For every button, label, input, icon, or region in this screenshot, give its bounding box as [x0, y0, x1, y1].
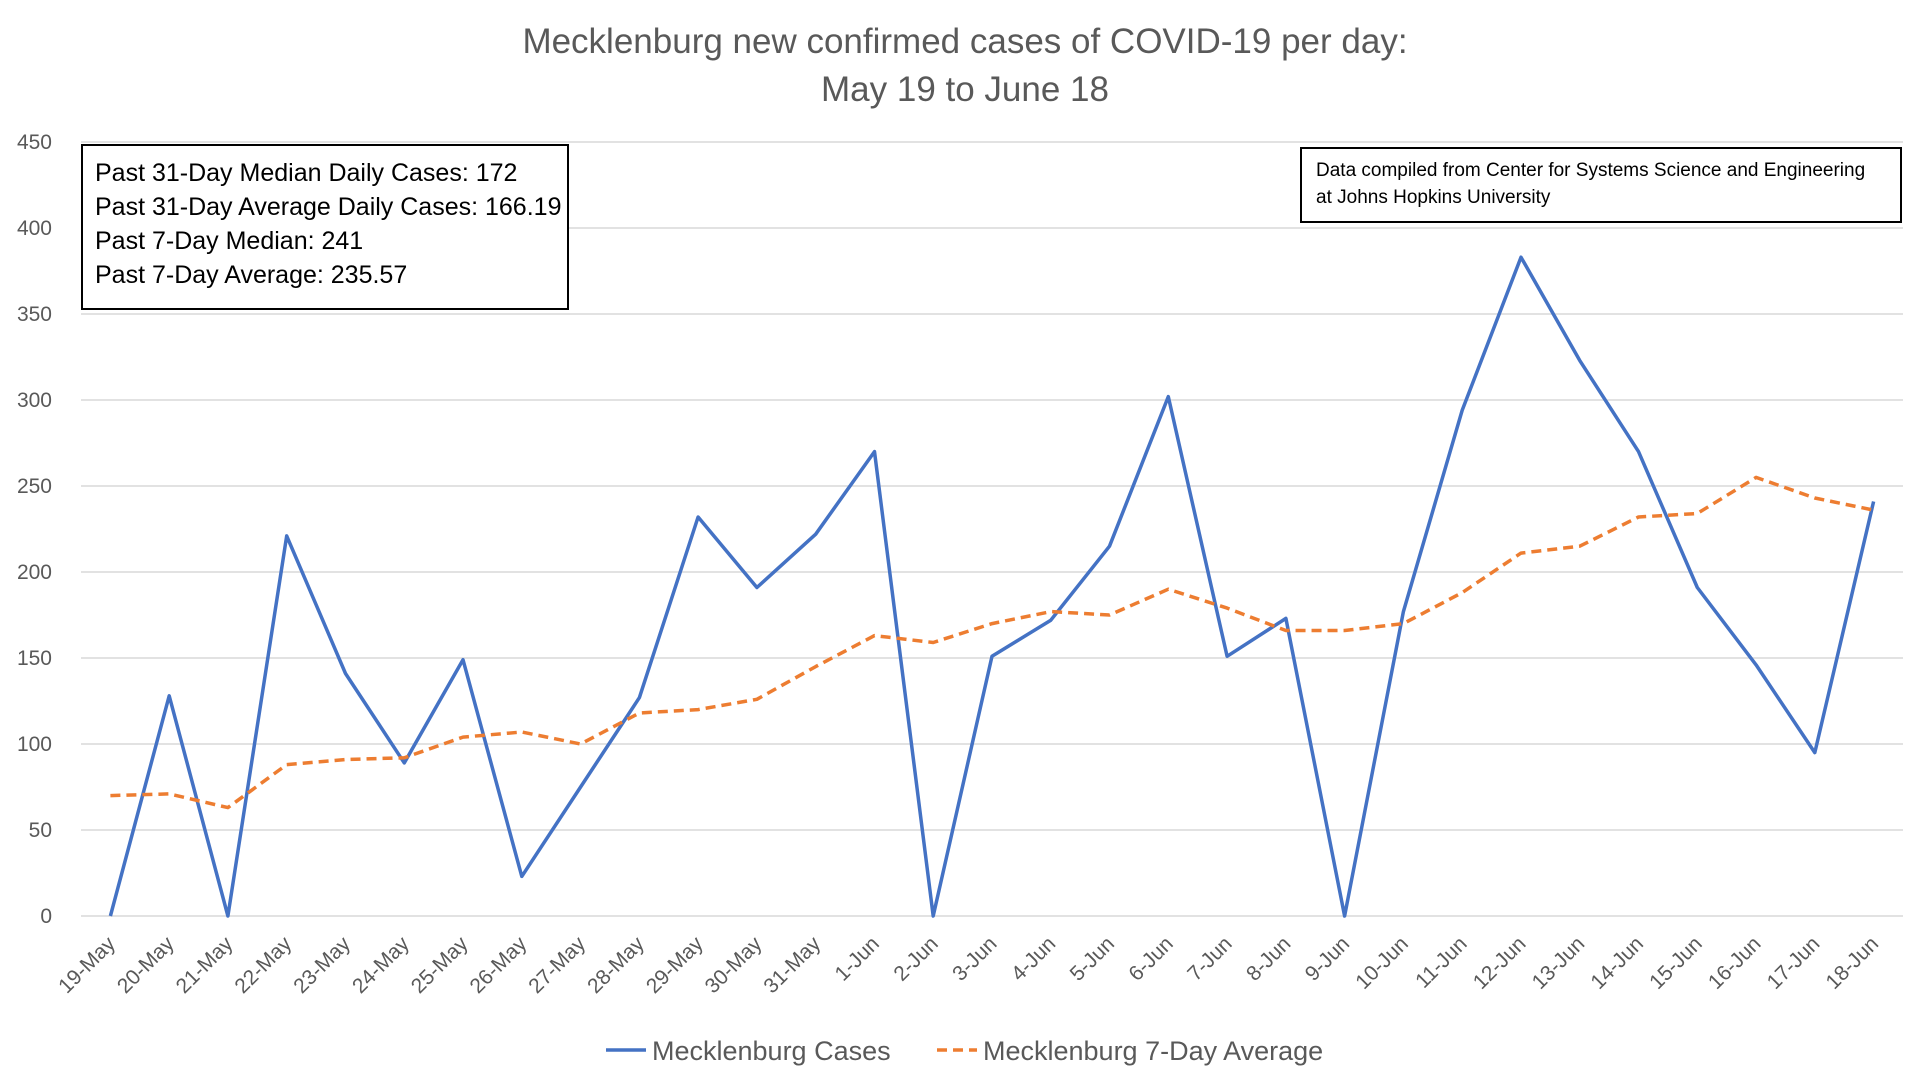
y-tick-label: 50 [29, 819, 52, 842]
x-tick-label: 27-May [524, 932, 590, 998]
x-tick-label: 17-Jun [1763, 932, 1825, 994]
x-tick-label: 16-Jun [1704, 932, 1766, 994]
x-tick-label: 12-Jun [1469, 932, 1531, 994]
x-tick-label: 29-May [642, 932, 708, 998]
stats-7day-median: Past 7-Day Median: 241 [95, 227, 364, 255]
x-tick-label: 7-Jun [1183, 932, 1236, 985]
legend-label-cases: Mecklenburg Cases [652, 1036, 891, 1066]
x-tick-label: 3-Jun [948, 932, 1001, 985]
y-tick-label: 250 [17, 475, 52, 498]
x-tick-label: 19-May [54, 932, 120, 998]
x-tick-label: 9-Jun [1301, 932, 1354, 985]
y-tick-label: 450 [17, 131, 52, 154]
series-line-cases [108, 255, 1876, 918]
series-line-average [110, 475, 1874, 810]
gridlines [81, 141, 1903, 917]
legend: Mecklenburg Cases Mecklenburg 7-Day Aver… [606, 1036, 1323, 1066]
y-tick-label: 400 [17, 217, 52, 240]
x-tick-label: 13-Jun [1528, 932, 1590, 994]
x-tick-label: 4-Jun [1007, 932, 1060, 985]
x-tick-label: 8-Jun [1242, 932, 1295, 985]
x-tick-label: 26-May [466, 932, 532, 998]
y-tick-label: 300 [17, 389, 52, 412]
x-tick-label: 31-May [759, 932, 825, 998]
y-tick-label: 100 [17, 733, 52, 756]
x-tick-label: 14-Jun [1586, 932, 1648, 994]
x-tick-label: 2-Jun [889, 932, 942, 985]
x-tick-label: 1-Jun [831, 932, 884, 985]
x-tick-label: 15-Jun [1645, 932, 1707, 994]
source-line-2: at Johns Hopkins University [1316, 187, 1551, 208]
data-source-box: Data compiled from Center for Systems Sc… [1300, 147, 1902, 223]
y-tick-label: 150 [17, 647, 52, 670]
stats-31day-average: Past 31-Day Average Daily Cases: 166.19 [95, 193, 562, 221]
source-line-1: Data compiled from Center for Systems Sc… [1316, 160, 1866, 181]
y-tick-label: 200 [17, 561, 52, 584]
x-tick-label: 28-May [583, 932, 649, 998]
y-tick-label: 0 [40, 905, 52, 928]
series-lines [108, 255, 1876, 918]
summary-stats-box: Past 31-Day Median Daily Cases: 172 Past… [81, 144, 569, 310]
stats-31day-median: Past 31-Day Median Daily Cases: 172 [95, 159, 518, 187]
x-axis-ticks: 19-May20-May21-May22-May23-May24-May25-M… [54, 932, 1883, 998]
x-tick-label: 11-Jun [1411, 932, 1472, 993]
stats-7day-average: Past 7-Day Average: 235.57 [95, 261, 408, 289]
x-tick-label: 5-Jun [1066, 932, 1119, 985]
chart-subtitle: May 19 to June 18 [821, 70, 1109, 109]
x-tick-label: 20-May [113, 932, 179, 998]
legend-label-average: Mecklenburg 7-Day Average [983, 1036, 1323, 1066]
x-tick-label: 18-Jun [1821, 932, 1883, 994]
x-tick-label: 10-Jun [1351, 932, 1413, 994]
y-tick-label: 350 [17, 303, 52, 326]
x-tick-label: 23-May [289, 932, 355, 998]
chart-title: Mecklenburg new confirmed cases of COVID… [522, 22, 1407, 61]
x-tick-label: 21-May [172, 932, 238, 998]
x-tick-label: 30-May [701, 932, 767, 998]
x-tick-label: 22-May [230, 932, 296, 998]
y-axis-ticks: 0 50 100 150 200 250 300 350 400 450 [17, 131, 52, 928]
x-tick-label: 25-May [407, 932, 473, 998]
x-tick-label: 6-Jun [1124, 932, 1177, 985]
x-tick-label: 24-May [348, 932, 414, 998]
